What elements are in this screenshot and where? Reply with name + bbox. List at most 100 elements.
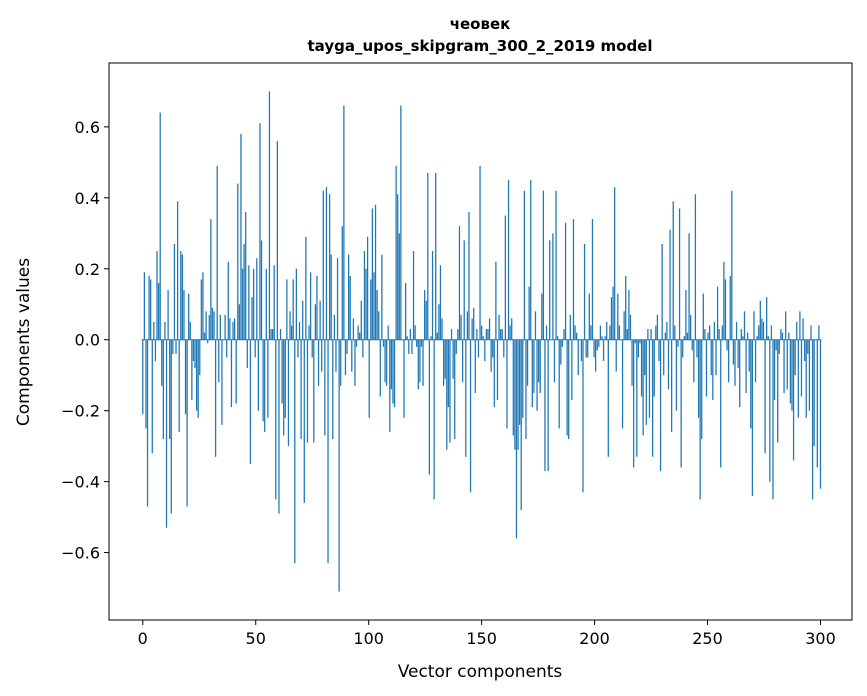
- bar: [379, 339, 381, 397]
- bar: [411, 339, 413, 354]
- bar: [148, 275, 150, 340]
- bar: [602, 339, 605, 362]
- bar: [634, 339, 636, 344]
- bar: [509, 325, 511, 340]
- bar: [520, 339, 522, 511]
- bar: [753, 311, 755, 340]
- bar: [789, 339, 792, 404]
- bar: [305, 236, 307, 340]
- bar: [370, 279, 372, 340]
- bar: [544, 339, 546, 471]
- bar: [251, 297, 253, 340]
- bar: [530, 180, 532, 340]
- bar: [650, 329, 652, 340]
- bar: [802, 318, 804, 340]
- bar: [718, 329, 720, 340]
- bar: [601, 336, 603, 340]
- bar: [799, 311, 801, 340]
- bar: [677, 339, 679, 347]
- y-tick-label: 0.2: [75, 260, 100, 279]
- bar: [631, 339, 633, 386]
- bar: [674, 325, 676, 340]
- bar: [561, 339, 564, 347]
- bar: [338, 339, 340, 592]
- bar: [219, 314, 221, 340]
- bar: [330, 254, 332, 340]
- bar: [199, 339, 201, 376]
- bar: [713, 321, 716, 340]
- bar: [560, 339, 562, 365]
- bar: [142, 339, 144, 415]
- bar: [428, 339, 431, 475]
- bar: [596, 339, 598, 351]
- bar: [506, 339, 508, 429]
- bar: [701, 339, 703, 440]
- bar: [306, 339, 309, 443]
- bar: [145, 339, 147, 429]
- bar: [178, 339, 180, 432]
- bar: [607, 339, 609, 457]
- bar: [328, 194, 331, 340]
- bar: [792, 339, 795, 461]
- bar: [303, 339, 305, 503]
- bar: [800, 339, 803, 397]
- bar: [354, 339, 356, 386]
- bar: [549, 240, 551, 340]
- bar: [729, 275, 731, 340]
- bar: [184, 339, 187, 415]
- bar: [773, 339, 776, 401]
- bar: [604, 336, 606, 340]
- bar: [797, 339, 799, 418]
- bar: [574, 325, 576, 340]
- bar: [748, 339, 750, 372]
- bar: [808, 339, 811, 411]
- bar: [425, 300, 427, 340]
- bar: [811, 339, 814, 500]
- bar: [659, 339, 662, 471]
- bar: [778, 339, 780, 354]
- y-tick-label: 0.6: [75, 118, 100, 137]
- bar: [211, 307, 214, 340]
- bar: [655, 325, 657, 340]
- bar: [243, 243, 245, 340]
- bar: [678, 208, 681, 340]
- bar: [210, 219, 212, 340]
- chart-title-line2: tayga_upos_skipgram_300_2_2019 model: [308, 37, 653, 55]
- bar: [208, 314, 210, 340]
- bar: [327, 339, 329, 564]
- bar: [751, 339, 754, 496]
- bar: [728, 339, 730, 383]
- bar: [224, 314, 226, 340]
- bar: [712, 339, 714, 401]
- bar: [582, 339, 584, 493]
- bar: [691, 339, 693, 351]
- bar: [452, 339, 454, 379]
- bar: [699, 339, 701, 500]
- bar: [363, 251, 366, 340]
- bar: [682, 339, 684, 358]
- bar: [447, 339, 450, 408]
- bar: [745, 339, 747, 393]
- bar: [256, 258, 258, 340]
- bar: [498, 314, 500, 340]
- bar: [519, 339, 521, 425]
- bar: [595, 339, 597, 372]
- bar: [378, 311, 380, 340]
- bar: [750, 339, 752, 429]
- y-tick-label: −0.2: [61, 402, 100, 421]
- bar: [588, 293, 590, 340]
- bar: [465, 339, 467, 457]
- bar: [153, 321, 155, 340]
- bar: [533, 339, 535, 393]
- bar: [150, 279, 152, 340]
- bar: [240, 133, 242, 340]
- bar: [780, 329, 782, 340]
- bar: [606, 321, 608, 340]
- bar: [545, 325, 548, 340]
- bar: [512, 339, 514, 436]
- bar: [640, 339, 643, 397]
- bar: [485, 329, 488, 340]
- bar: [417, 339, 419, 390]
- bar: [653, 339, 655, 397]
- bar: [221, 339, 223, 425]
